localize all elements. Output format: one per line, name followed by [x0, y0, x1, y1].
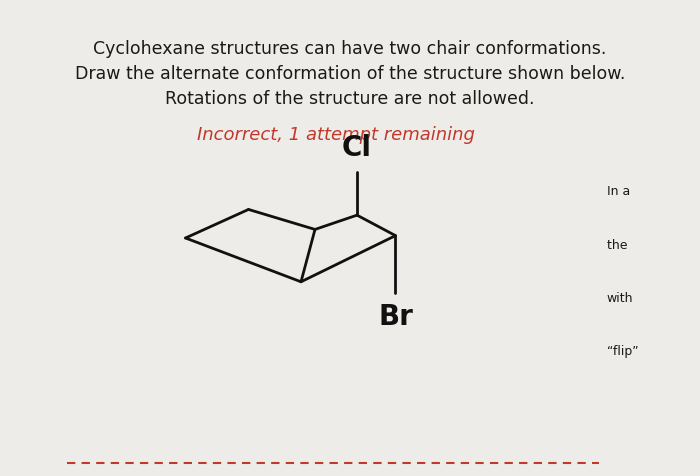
Text: Cl: Cl	[342, 134, 372, 162]
Text: the: the	[607, 238, 631, 252]
Text: Rotations of the structure are not allowed.: Rotations of the structure are not allow…	[165, 90, 535, 108]
Text: “flip”: “flip”	[607, 345, 638, 358]
Text: Br: Br	[378, 303, 413, 331]
Text: with: with	[607, 292, 633, 305]
Text: Draw the alternate conformation of the structure shown below.: Draw the alternate conformation of the s…	[75, 65, 625, 83]
Text: In a: In a	[607, 186, 630, 198]
Text: Incorrect, 1 attempt remaining: Incorrect, 1 attempt remaining	[197, 126, 475, 144]
Text: Cyclohexane structures can have two chair conformations.: Cyclohexane structures can have two chai…	[93, 40, 607, 59]
